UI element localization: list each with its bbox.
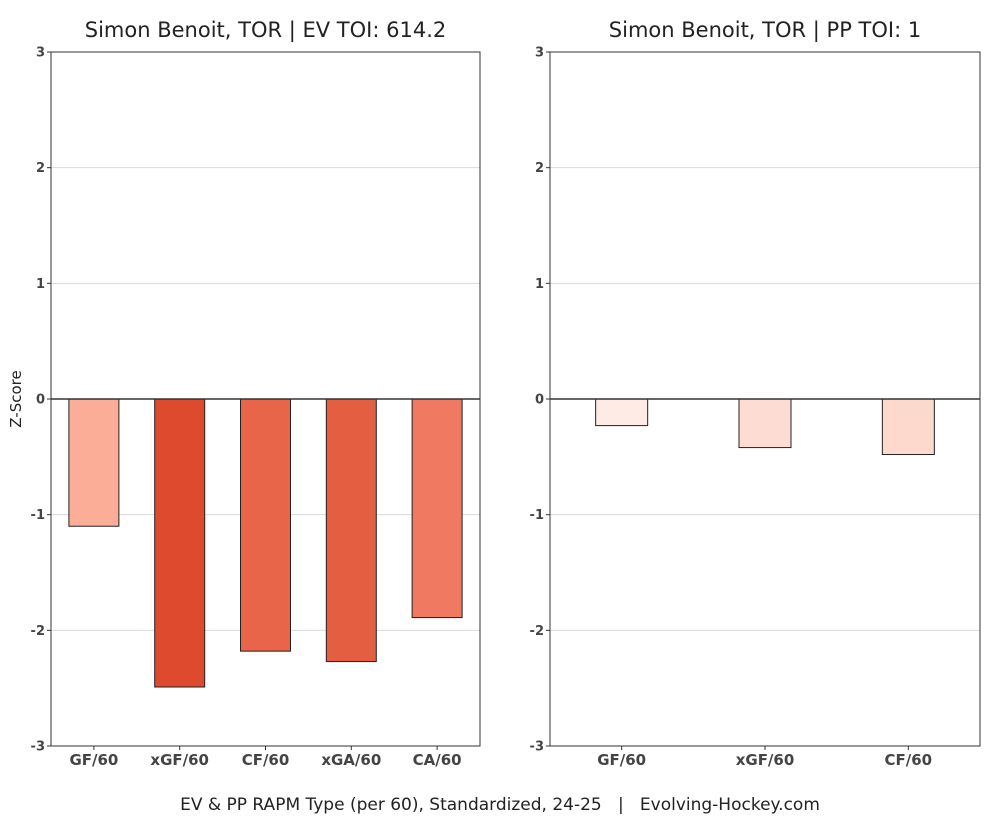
plot-frame [549,51,981,747]
y-tick-label: -3 [31,740,45,755]
chart-title: Simon Benoit, TOR | PP TOI: 1 [609,18,921,43]
bar-gf-per-60 [595,398,649,427]
x-tick-label: CA/60 [413,751,462,769]
x-tick-label: GF/60 [597,751,646,769]
x-axis-caption: EV & PP RAPM Type (per 60), Standardized… [180,795,820,815]
chart-title: Simon Benoit, TOR | EV TOI: 614.2 [85,18,446,43]
x-tick-label: CF/60 [885,751,933,769]
y-tick-label: -2 [31,624,45,639]
y-tick-label: -1 [31,508,45,523]
bar-cf-per-60 [881,398,935,456]
y-tick-label: 3 [36,46,45,61]
y-axis-label: Z-Score [7,370,25,427]
x-tick-label: xGA/60 [321,751,381,769]
plot-frame [50,51,481,747]
bar-ca-per-60 [411,398,463,619]
y-tick-label: -2 [530,624,544,639]
x-tick-label: GF/60 [69,751,118,769]
bar-group [595,398,935,456]
y-tick-label: 1 [36,277,45,292]
y-tick-label: -3 [530,740,544,755]
bar-xgf-per-60 [154,398,206,688]
y-tick-label: -1 [530,508,544,523]
bar-gf-per-60 [68,398,120,527]
bar-xgf-per-60 [738,398,792,449]
y-tick-label: 2 [36,161,45,176]
x-tick-label: CF/60 [242,751,290,769]
bar-cf-per-60 [240,398,291,652]
y-tick-label: 1 [535,277,544,292]
y-tick-label: 0 [535,393,544,408]
chart-panel-2: GF/60 xGF/60 CF/60 -3 -2 -1 0 1 2 3 Simon Benoit, … [530,18,981,769]
chart-panel-1: GF/60 xGF/60 CF/60 xGA/60 CA/60 -3 -2 -1 0 1 2 3 Sim… [31,18,481,769]
y-tick-label: 0 [36,393,45,408]
bar-xga-per-60 [325,398,377,663]
x-tick-label: xGF/60 [736,751,795,769]
x-tick-label: xGF/60 [150,751,209,769]
y-tick-label: 3 [535,46,544,61]
bar-group [68,398,463,688]
y-tick-label: 2 [535,161,544,176]
